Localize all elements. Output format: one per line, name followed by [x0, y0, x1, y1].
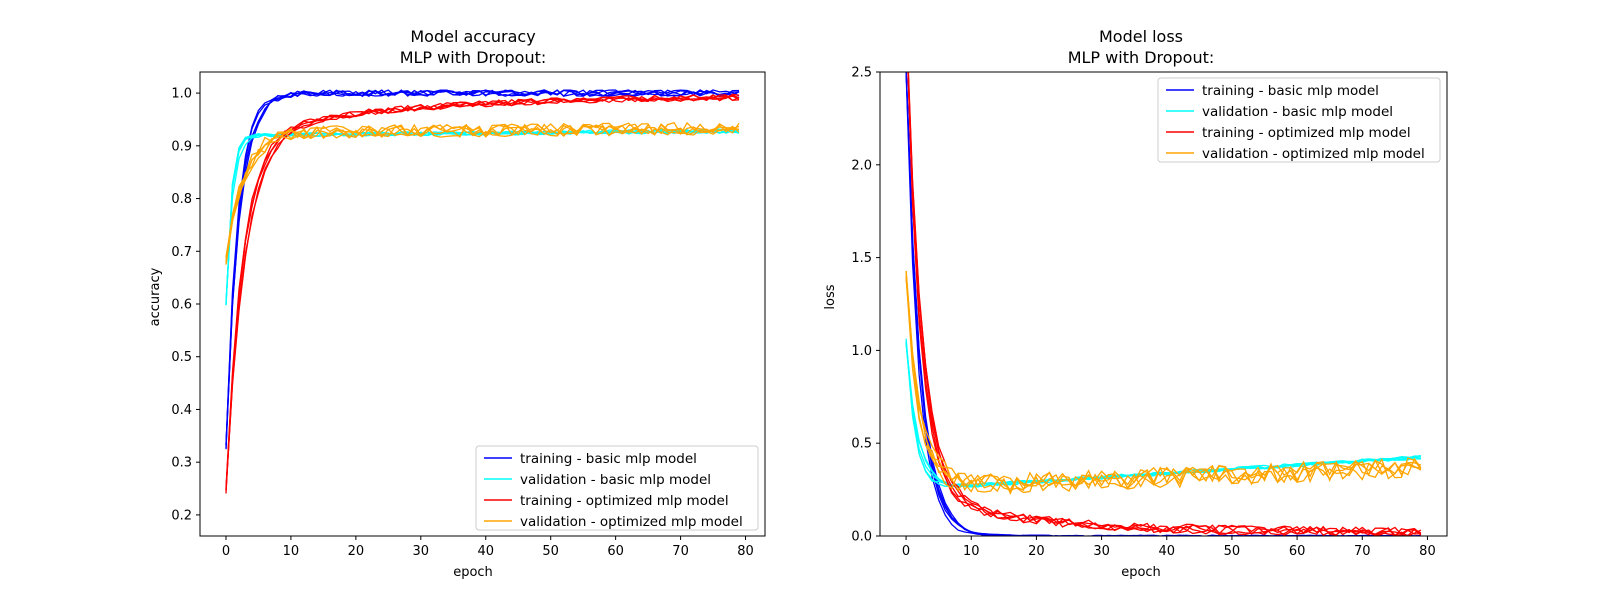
x-tick-label: 10: [963, 544, 980, 559]
legend: training - basic mlp model validation - b…: [475, 445, 759, 531]
y-tick-label: 0.5: [171, 350, 192, 365]
series-line: [225, 89, 740, 446]
series-line: [225, 123, 740, 257]
plot-area: 0 10 20 30 40 50 60 70 80 0.0 0.5 1.0 1.5 2.0 2.5 train…: [851, 66, 1448, 559]
legend-label: training - basic mlp model: [1202, 83, 1379, 99]
series-line: [225, 94, 740, 491]
legend-label: validation - basic mlp model: [1202, 104, 1393, 120]
x-tick-label: 0: [902, 544, 910, 559]
legend-label: training - basic mlp model: [520, 451, 697, 467]
series-line: [225, 94, 740, 490]
x-tick-label: 40: [477, 544, 494, 559]
series-line: [905, 342, 1421, 487]
y-tick-label: 1.5: [851, 251, 872, 266]
y-tick-label: 2.5: [851, 66, 872, 81]
series-line: [225, 93, 740, 488]
series-line: [225, 129, 740, 305]
series-line: [225, 122, 740, 262]
plot-area: 0 10 20 30 40 50 60 70 80 0.2 0.3 0.4 0.5 0.6 0.7 0.8 0.…: [171, 71, 766, 559]
y-tick-label: 1.0: [851, 344, 872, 359]
y-tick-label: 0.9: [171, 139, 192, 154]
y-axis-label: accuracy: [148, 267, 163, 326]
x-tick-label: 10: [283, 544, 300, 559]
x-tick-label: 60: [1289, 544, 1306, 559]
x-tick-label: 30: [1093, 544, 1110, 559]
series-line: [905, 72, 1421, 536]
y-tick-label: 0.6: [171, 298, 192, 313]
series-line: [225, 121, 740, 259]
y-tick-label: 2.0: [851, 158, 872, 173]
series-line: [905, 341, 1421, 488]
x-tick-label: 70: [672, 544, 689, 559]
series-line: [905, 276, 1422, 491]
x-tick-label: 60: [607, 544, 624, 559]
x-tick-label: 50: [1224, 544, 1241, 559]
x-axis-label: epoch: [453, 565, 493, 580]
chart-title: Model accuracy: [410, 27, 535, 46]
series-line: [225, 89, 740, 449]
x-tick-label: 70: [1354, 544, 1371, 559]
chart-title: Model loss: [1099, 27, 1183, 46]
y-tick-label: 0.8: [171, 192, 192, 207]
legend-box: [475, 445, 759, 531]
x-tick-label: 40: [1158, 544, 1175, 559]
axes-frame: [879, 71, 1448, 537]
legend: training - basic mlp model validation - b…: [1157, 77, 1441, 163]
series-lines: [905, 72, 1422, 536]
loss-chart: Model loss MLP with Dropout: epoch loss …: [823, 27, 1448, 580]
legend-box: [1157, 77, 1441, 163]
x-tick-label: 20: [348, 544, 365, 559]
series-line: [225, 122, 740, 265]
series-line: [225, 129, 740, 306]
series-line: [905, 343, 1421, 486]
x-tick-label: 0: [222, 544, 230, 559]
y-tick-label: 0.4: [171, 403, 192, 418]
series-line: [905, 270, 1422, 494]
series-line: [907, 72, 1422, 536]
series-line: [225, 128, 740, 303]
legend-label: validation - optimized mlp model: [1202, 146, 1425, 162]
y-axis-label: loss: [823, 284, 838, 309]
series-line: [225, 123, 740, 264]
y-tick-label: 0.0: [851, 530, 872, 545]
accuracy-chart: Model accuracy MLP with Dropout: epoch a…: [148, 27, 766, 580]
legend-label: training - optimized mlp model: [520, 493, 729, 509]
y-tick-label: 0.3: [171, 456, 192, 471]
series-lines: [225, 89, 740, 494]
chart-subtitle: MLP with Dropout:: [1068, 48, 1215, 67]
y-tick-label: 0.7: [171, 245, 192, 260]
series-line: [225, 128, 740, 304]
x-tick-label: 30: [413, 544, 430, 559]
y-tick-label: 0.2: [171, 508, 192, 523]
series-line: [905, 338, 1421, 488]
x-axis-label: epoch: [1121, 565, 1161, 580]
legend-label: training - optimized mlp model: [1202, 125, 1411, 141]
series-line: [225, 89, 740, 445]
series-line: [905, 271, 1421, 495]
x-tick-label: 80: [737, 544, 754, 559]
x-tick-label: 50: [542, 544, 559, 559]
series-line: [225, 89, 740, 450]
y-tick-label: 1.0: [171, 87, 192, 102]
series-line: [225, 89, 740, 446]
series-line: [225, 128, 740, 305]
series-line: [905, 276, 1422, 493]
y-tick-label: 0.5: [851, 437, 872, 452]
legend-label: validation - optimized mlp model: [520, 514, 743, 530]
x-tick-label: 80: [1419, 544, 1436, 559]
series-line: [905, 278, 1422, 492]
series-line: [225, 93, 740, 491]
x-tick-label: 20: [1028, 544, 1045, 559]
series-line: [225, 94, 740, 494]
chart-subtitle: MLP with Dropout:: [400, 48, 547, 67]
legend-label: validation - basic mlp model: [520, 472, 711, 488]
